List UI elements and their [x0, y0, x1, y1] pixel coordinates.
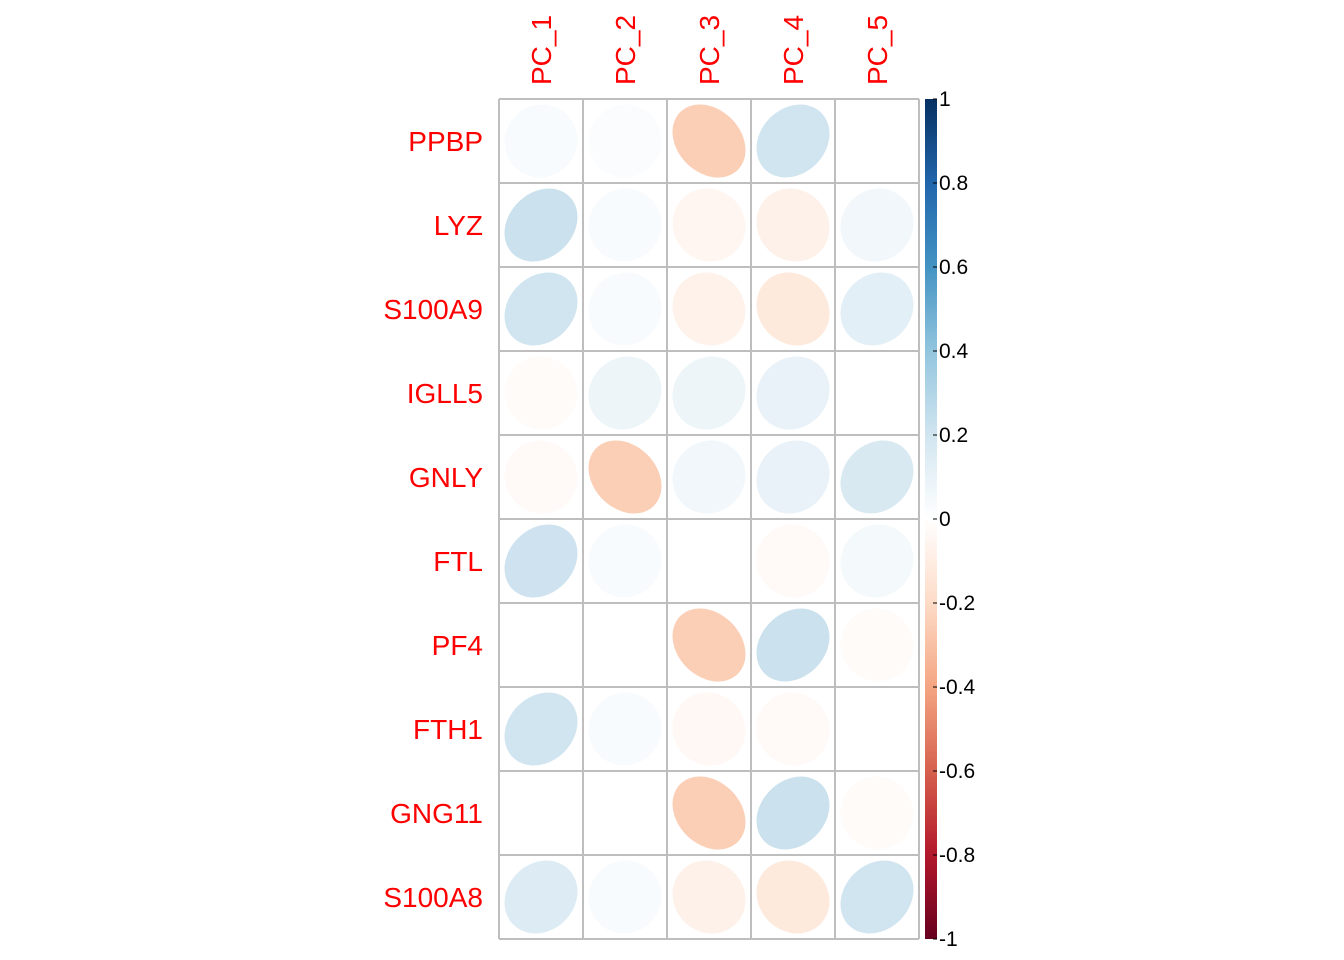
row-label: GNLY: [409, 462, 483, 493]
ellipse-PPBP-PC_4: [756, 104, 830, 178]
ellipse-GNLY-PC_4: [756, 440, 830, 514]
ellipse-S100A9-PC_2: [588, 272, 662, 346]
cell-layer: [499, 99, 919, 939]
ellipse-IGLL5-PC_4: [756, 356, 830, 430]
column-label: PC_4: [778, 15, 809, 85]
ellipse-PPBP-PC_1: [504, 104, 578, 178]
ellipse-GNG11-PC_3: [672, 776, 746, 850]
row-label: FTL: [433, 546, 483, 577]
ellipse-PPBP-PC_3: [672, 104, 746, 178]
ellipse-S100A8-PC_1: [504, 860, 578, 934]
ellipse-LYZ-PC_4: [756, 188, 830, 262]
colorbar-tick-label: -0.6: [939, 760, 975, 783]
column-label: PC_5: [862, 15, 893, 85]
column-label: PC_2: [610, 15, 641, 85]
row-labels: PPBP LYZ S100A9 IGLL5 GNLY FTL PF4 FTH1 GNG11 S10…: [383, 126, 483, 913]
column-label: PC_3: [694, 15, 725, 85]
ellipse-PF4-PC_5: [840, 608, 914, 682]
ellipse-FTH1-PC_2: [588, 692, 662, 766]
column-label: PC_1: [526, 15, 557, 85]
ellipse-LYZ-PC_1: [504, 188, 578, 262]
ellipse-S100A9-PC_1: [504, 272, 578, 346]
ellipse-PPBP-PC_2: [588, 104, 662, 178]
ellipse-FTL-PC_2: [588, 524, 662, 598]
colorbar-tick-label: 0.4: [939, 340, 969, 363]
ellipse-S100A9-PC_4: [756, 272, 830, 346]
row-label: S100A8: [383, 882, 483, 913]
colorbar-tick-label: 0.2: [939, 424, 968, 447]
colorbar-tick-label: -1: [939, 928, 958, 951]
column-labels: PC_1 PC_2 PC_3 PC_4 PC_5: [526, 15, 893, 85]
ellipse-PF4-PC_3: [672, 608, 746, 682]
ellipse-PF4-PC_2: [588, 608, 662, 682]
ellipse-FTH1-PC_1: [504, 692, 578, 766]
ellipse-S100A8-PC_5: [840, 860, 914, 934]
row-label: LYZ: [434, 210, 483, 241]
ellipse-GNG11-PC_2: [588, 776, 662, 850]
ellipse-IGLL5-PC_3: [672, 356, 746, 430]
colorbar: 1 0.8 0.6 0.4 0.2 0 -0.2 -0.4 -0.6 -0.8 -1: [925, 88, 976, 951]
row-label: FTH1: [413, 714, 483, 745]
row-label: PF4: [432, 630, 483, 661]
ellipse-FTH1-PC_3: [672, 692, 746, 766]
ellipse-PF4-PC_4: [756, 608, 830, 682]
colorbar-tick-label: -0.8: [939, 844, 975, 867]
grid-layer: [498, 98, 920, 940]
ellipse-LYZ-PC_5: [840, 188, 914, 262]
ellipse-FTH1-PC_4: [756, 692, 830, 766]
ellipse-IGLL5-PC_2: [588, 356, 662, 430]
ellipse-GNG11-PC_4: [756, 776, 830, 850]
row-label: PPBP: [408, 126, 483, 157]
row-label: IGLL5: [407, 378, 483, 409]
colorbar-tick-label: 0: [939, 508, 951, 531]
ellipse-GNLY-PC_5: [840, 440, 914, 514]
ellipse-IGLL5-PC_1: [504, 356, 578, 430]
ellipse-LYZ-PC_2: [588, 188, 662, 262]
colorbar-gradient: [925, 99, 937, 939]
colorbar-tick-label: 0.8: [939, 172, 968, 195]
ellipse-PPBP-PC_5: [840, 104, 914, 178]
colorbar-tick-label: 0.6: [939, 256, 968, 279]
colorbar-tick-label: 1: [939, 88, 951, 111]
ellipse-S100A8-PC_4: [756, 860, 830, 934]
row-label: S100A9: [383, 294, 483, 325]
ellipse-FTL-PC_5: [840, 524, 914, 598]
ellipse-IGLL5-PC_5: [840, 356, 914, 430]
ellipse-S100A9-PC_3: [672, 272, 746, 346]
ellipse-GNLY-PC_1: [504, 440, 578, 514]
ellipse-FTL-PC_3: [672, 524, 746, 598]
ellipse-GNLY-PC_3: [672, 440, 746, 514]
ellipse-GNG11-PC_1: [504, 776, 578, 850]
colorbar-tick-label: -0.4: [939, 676, 976, 699]
ellipse-FTL-PC_4: [756, 524, 830, 598]
ellipse-S100A8-PC_2: [588, 860, 662, 934]
ellipse-PF4-PC_1: [504, 608, 578, 682]
row-label: GNG11: [390, 798, 483, 829]
colorbar-tick-label: -0.2: [939, 592, 975, 615]
ellipse-GNLY-PC_2: [588, 440, 662, 514]
ellipse-LYZ-PC_3: [672, 188, 746, 262]
ellipse-FTH1-PC_5: [840, 692, 914, 766]
ellipse-S100A9-PC_5: [840, 272, 914, 346]
ellipse-S100A8-PC_3: [672, 860, 746, 934]
ellipse-GNG11-PC_5: [840, 776, 914, 850]
ellipse-FTL-PC_1: [504, 524, 578, 598]
